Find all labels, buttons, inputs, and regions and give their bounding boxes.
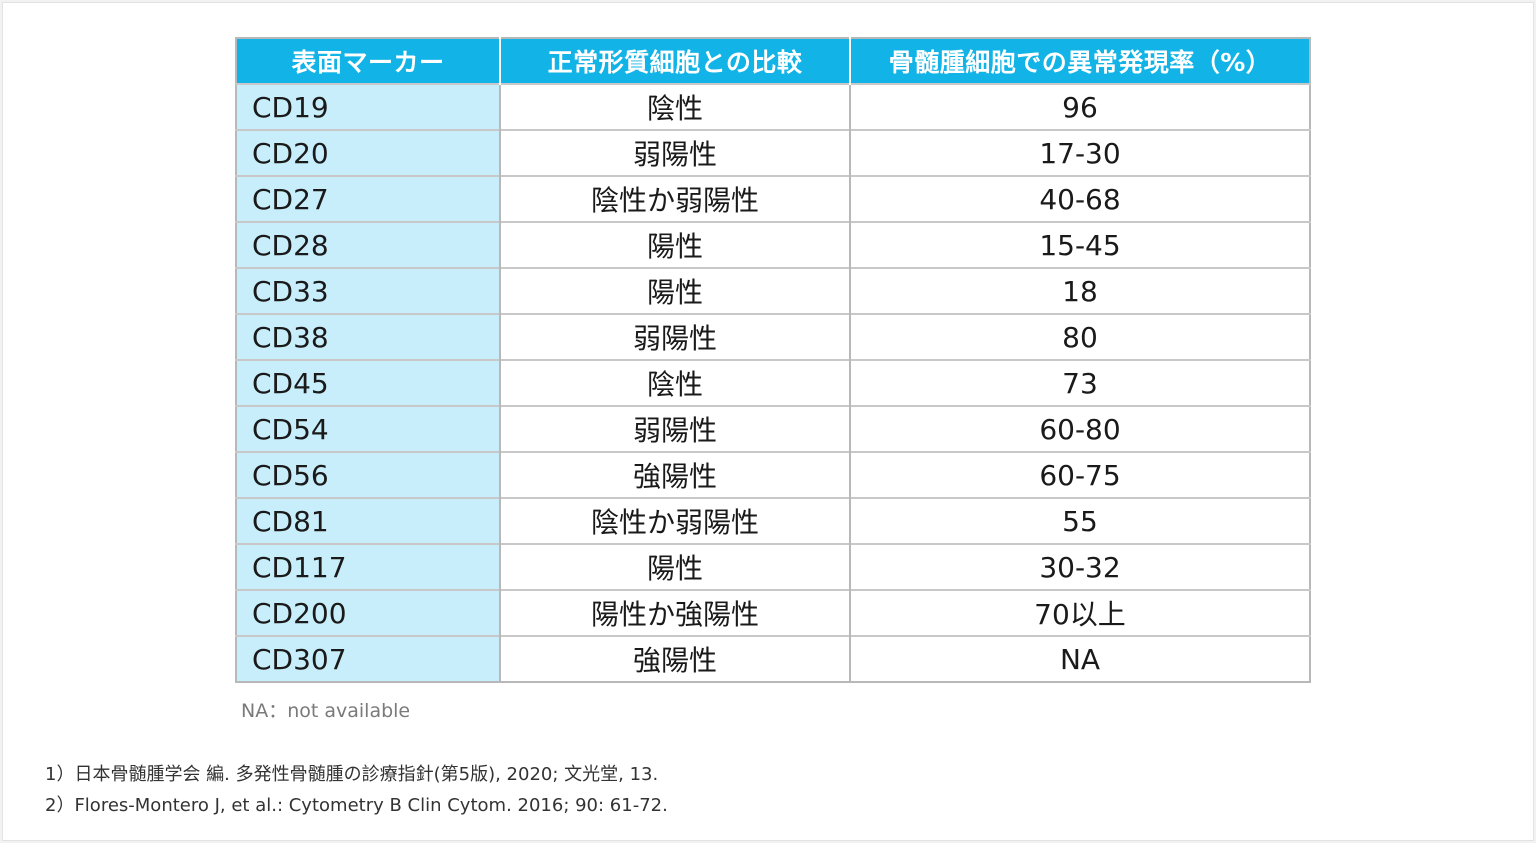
table-row: CD27 陰性か弱陽性 40-68 (236, 175, 1310, 222)
rate-cell: 96 (850, 83, 1310, 130)
rate-cell: 73 (850, 359, 1310, 406)
reference-item: 1）日本骨髄腫学会 編. 多発性骨髄腫の診療指針(第5版), 2020; 文光堂… (45, 764, 659, 785)
marker-cell: CD45 (236, 359, 501, 406)
table-row: CD56 強陽性 60-75 (236, 451, 1310, 498)
marker-cell: CD38 (236, 313, 501, 360)
normal-comparison-cell: 弱陽性 (500, 405, 851, 452)
normal-comparison-cell: 陽性 (500, 221, 851, 268)
normal-comparison-cell: 陰性 (500, 359, 851, 406)
table-row: CD54 弱陽性 60-80 (236, 405, 1310, 452)
marker-cell: CD19 (236, 83, 501, 130)
rate-cell: 18 (850, 267, 1310, 314)
marker-cell: CD200 (236, 589, 501, 636)
rate-cell: 60-80 (850, 405, 1310, 452)
normal-comparison-cell: 陰性か弱陽性 (500, 497, 851, 544)
normal-comparison-cell: 陰性か弱陽性 (500, 175, 851, 222)
marker-cell: CD27 (236, 175, 501, 222)
header-surface-marker: 表面マーカー (236, 38, 501, 84)
table-row: CD45 陰性 73 (236, 359, 1310, 406)
rate-cell: 80 (850, 313, 1310, 360)
marker-cell: CD56 (236, 451, 501, 498)
table-row: CD28 陽性 15-45 (236, 221, 1310, 268)
rate-cell: 40-68 (850, 175, 1310, 222)
marker-table: 表面マーカー 正常形質細胞との比較 骨髄腫細胞での異常発現率（%） CD19 陰… (235, 37, 1311, 683)
rate-cell: 70以上 (850, 589, 1310, 636)
marker-cell: CD33 (236, 267, 501, 314)
marker-cell: CD54 (236, 405, 501, 452)
table-row: CD81 陰性か弱陽性 55 (236, 497, 1310, 544)
rate-cell: NA (850, 635, 1310, 682)
normal-comparison-cell: 陽性 (500, 267, 851, 314)
table-row: CD117 陽性 30-32 (236, 543, 1310, 590)
marker-cell: CD81 (236, 497, 501, 544)
table-row: CD20 弱陽性 17-30 (236, 129, 1310, 176)
reference-item: 2）Flores-Montero J, et al.: Cytometry B … (45, 795, 668, 816)
normal-comparison-cell: 陽性か強陽性 (500, 589, 851, 636)
rate-cell: 15-45 (850, 221, 1310, 268)
marker-cell: CD20 (236, 129, 501, 176)
rate-cell: 17-30 (850, 129, 1310, 176)
normal-comparison-cell: 陰性 (500, 83, 851, 130)
normal-comparison-cell: 弱陽性 (500, 313, 851, 360)
table-footnote: NA：not available (241, 700, 411, 722)
table-row: CD200 陽性か強陽性 70以上 (236, 589, 1310, 636)
rate-cell: 55 (850, 497, 1310, 544)
table-row: CD19 陰性 96 (236, 83, 1310, 130)
header-abnormal-rate: 骨髄腫細胞での異常発現率（%） (850, 38, 1310, 84)
table-row: CD38 弱陽性 80 (236, 313, 1310, 360)
normal-comparison-cell: 陽性 (500, 543, 851, 590)
marker-cell: CD307 (236, 635, 501, 682)
header-normal-comparison: 正常形質細胞との比較 (500, 38, 851, 84)
marker-cell: CD117 (236, 543, 501, 590)
references: 1）日本骨髄腫学会 編. 多発性骨髄腫の診療指針(第5版), 2020; 文光堂… (45, 759, 668, 821)
rate-cell: 30-32 (850, 543, 1310, 590)
table-row: CD33 陽性 18 (236, 267, 1310, 314)
marker-cell: CD28 (236, 221, 501, 268)
normal-comparison-cell: 強陽性 (500, 635, 851, 682)
table-row: CD307 強陽性 NA (236, 635, 1310, 682)
normal-comparison-cell: 弱陽性 (500, 129, 851, 176)
rate-cell: 60-75 (850, 451, 1310, 498)
table-header-row: 表面マーカー 正常形質細胞との比較 骨髄腫細胞での異常発現率（%） (236, 38, 1310, 84)
normal-comparison-cell: 強陽性 (500, 451, 851, 498)
